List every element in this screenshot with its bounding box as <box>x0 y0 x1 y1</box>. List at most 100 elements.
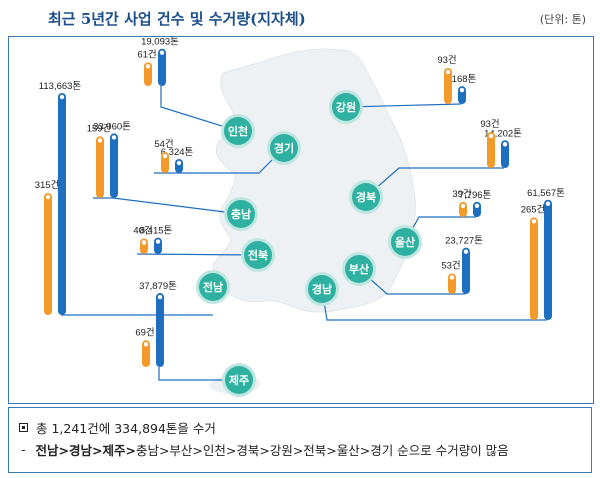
region-circle-전남 <box>199 273 227 301</box>
count-cap-전남 <box>45 194 51 200</box>
region-circle-경기 <box>270 134 298 162</box>
count-cap-전북 <box>141 240 147 245</box>
tonnage-bar-인천 <box>158 48 166 86</box>
region-circle-인천 <box>224 117 252 145</box>
count-bar-충남 <box>96 136 104 198</box>
region-circle-경남 <box>308 275 336 303</box>
count-cap-경남 <box>531 219 537 224</box>
region-name-제주: 제주 <box>229 373 249 387</box>
count-cap-경북 <box>488 133 494 139</box>
tonnage-bar-제주 <box>156 293 164 367</box>
summary-ranking: 충남>부산>인천>경북>강원>전북>울산>경기 순으로 수거량이 많음 <box>135 442 509 458</box>
count-cap-제주 <box>143 342 149 347</box>
tonnage-cap-울산 <box>474 203 480 208</box>
summary-box: 총 1,241건에 334,894톤을 수거 - 전남>경남>제주> 충남>부산… <box>8 407 592 473</box>
region-name-전북: 전북 <box>248 248 268 262</box>
region-circle-경북 <box>352 183 380 211</box>
region-name-울산: 울산 <box>395 235 415 249</box>
count-label-강원: 93건 <box>437 55 456 66</box>
region-name-충남: 충남 <box>231 207 251 221</box>
count-cap-부산 <box>449 275 455 280</box>
region-name-경북: 경북 <box>356 190 376 204</box>
count-bar-전남 <box>44 193 52 315</box>
region-name-전남: 전남 <box>203 280 223 294</box>
count-cap-강원 <box>445 69 451 75</box>
tonnage-label-강원: 9,168톤 <box>444 74 477 85</box>
count-cap-인천 <box>145 64 151 69</box>
region-name-부산: 부산 <box>349 262 369 276</box>
count-label-울산: 39건 <box>452 189 471 200</box>
tonnage-cap-경남 <box>545 201 551 206</box>
count-bar-경기 <box>161 152 169 173</box>
region-circle-강원 <box>332 93 360 121</box>
chart-canvas: 113,663톤 315건 61,567톤 265건 37,879톤 69건 33,060톤… <box>35 37 565 397</box>
count-label-경남: 265건 <box>521 204 546 215</box>
region-circle-울산 <box>391 228 419 256</box>
count-cap-경기 <box>162 153 168 159</box>
count-bar-인천 <box>144 62 152 86</box>
tonnage-cap-전남 <box>59 94 65 100</box>
summary-line-2: - 전남>경남>제주> 충남>부산>인천>경북>강원>전북>울산>경기 순으로 … <box>19 438 581 460</box>
tonnage-bar-충남 <box>110 133 118 198</box>
tonnage-bar-전남 <box>58 93 66 315</box>
leader-line-강원 <box>345 103 462 108</box>
tonnage-label-울산: 7,796톤 <box>459 190 492 201</box>
region-circle-제주 <box>225 366 253 394</box>
count-label-전북: 40건 <box>133 226 152 237</box>
bars-layer: 113,663톤 315건 61,567톤 265건 37,879톤 69건 33,060톤… <box>35 37 565 367</box>
count-bar-강원 <box>444 67 452 104</box>
tonnage-label-경북: 14,202톤 <box>484 128 522 139</box>
count-bar-경북 <box>487 131 495 168</box>
region-circle-충남 <box>227 200 255 228</box>
tonnage-label-부산: 23,727톤 <box>445 236 483 247</box>
count-label-인천: 61건 <box>137 49 156 60</box>
summary-line-1: 총 1,241건에 334,894톤을 수거 <box>19 416 581 438</box>
tonnage-bar-경남 <box>544 199 552 320</box>
tonnage-label-충남: 33,060톤 <box>93 121 131 132</box>
count-cap-충남 <box>97 138 103 143</box>
count-label-제주: 69건 <box>135 327 154 338</box>
count-cap-울산 <box>460 203 466 209</box>
chart-title: 최근 5년간 사업 건수 및 수거량(지자체) <box>48 10 306 28</box>
leader-line-인천 <box>160 86 239 132</box>
tonnage-bar-부산 <box>462 247 470 294</box>
region-name-인천: 인천 <box>228 124 248 138</box>
unit-note: (단위: 톤) <box>539 13 586 26</box>
tonnage-cap-강원 <box>459 87 465 93</box>
leader-line-제주 <box>158 367 239 381</box>
count-label-부산: 53건 <box>441 260 460 271</box>
tonnage-cap-충남 <box>111 135 117 140</box>
count-label-경기: 54건 <box>154 139 173 150</box>
region-circle-전북 <box>244 241 272 269</box>
count-label-충남: 159건 <box>87 123 112 134</box>
tonnage-cap-경기 <box>176 160 182 166</box>
count-bar-경남 <box>530 217 538 320</box>
leader-line-충남 <box>93 197 242 215</box>
tonnage-bar-경북 <box>501 140 509 168</box>
tonnage-label-제주: 37,879톤 <box>139 281 177 292</box>
region-name-경남: 경남 <box>312 282 332 296</box>
tonnage-cap-인천 <box>159 50 165 55</box>
tonnage-label-경남: 61,567톤 <box>527 188 565 199</box>
count-bar-제주 <box>142 340 150 367</box>
count-label-전남: 315건 <box>35 180 60 191</box>
chart-panel: 113,663톤 315건 61,567톤 265건 37,879톤 69건 33,060톤… <box>8 36 594 404</box>
summary-total: 총 1,241건에 334,894톤을 수거 <box>36 420 216 436</box>
tonnage-label-인천: 19,093톤 <box>141 37 179 48</box>
tonnage-label-전북: 8,415톤 <box>140 226 173 237</box>
summary-dash: - <box>21 441 26 457</box>
summary-top-regions: 전남>경남>제주> <box>35 442 136 458</box>
tonnage-label-경기: 6,324톤 <box>161 147 194 158</box>
square-bullet-icon <box>19 422 28 432</box>
count-label-경북: 93건 <box>480 119 499 130</box>
region-circle-부산 <box>345 255 373 283</box>
tonnage-label-전남: 113,663톤 <box>39 81 82 92</box>
region-name-경기: 경기 <box>274 141 294 155</box>
tonnage-cap-부산 <box>463 249 469 254</box>
count-bar-부산 <box>448 273 456 294</box>
tonnage-cap-경북 <box>502 142 508 147</box>
tonnage-cap-제주 <box>157 294 163 300</box>
region-name-강원: 강원 <box>336 100 356 114</box>
tonnage-cap-전북 <box>155 239 161 244</box>
